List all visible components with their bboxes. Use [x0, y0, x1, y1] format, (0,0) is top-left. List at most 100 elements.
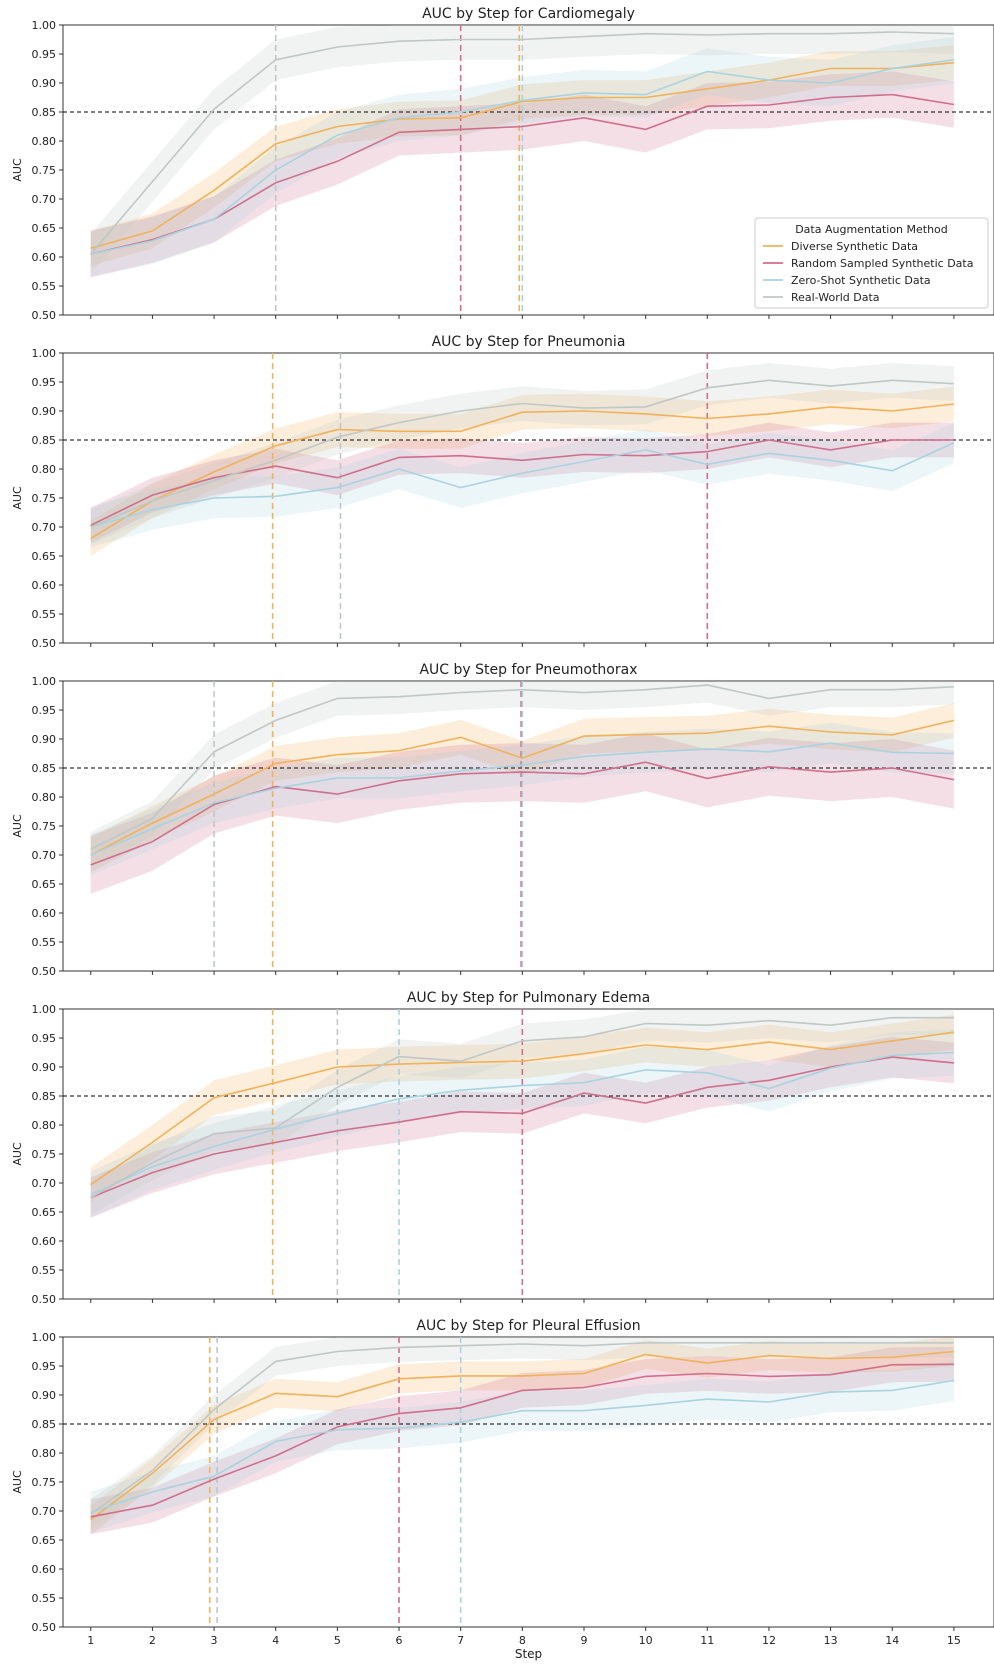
x-tick-label: 5: [334, 1634, 341, 1647]
series-line-real: [90, 684, 954, 850]
chart-panel: AUC by Step for Pneumonia 0.50 0.55 0.60 0.6…: [11, 334, 994, 650]
y-tick-label: 0.80: [32, 1447, 57, 1460]
x-tick-label: 15: [947, 1634, 961, 1647]
confidence-band-zeroshot: [90, 1360, 954, 1533]
y-tick-label: 0.65: [32, 222, 57, 235]
y-tick-label: 0.95: [32, 1360, 57, 1373]
series-line-random: [90, 1056, 954, 1199]
series-line-diverse: [90, 1350, 954, 1521]
y-tick-label: 0.60: [32, 579, 57, 592]
series-line-diverse: [90, 403, 954, 540]
y-tick-label: 0.55: [32, 936, 57, 949]
legend-entry: Diverse Synthetic Data: [791, 240, 918, 253]
chart-title: AUC by Step for Pulmonary Edema: [407, 990, 650, 1006]
y-tick-label: 0.85: [32, 762, 57, 775]
confidence-band-zeroshot: [90, 36, 954, 278]
confidence-band-zeroshot: [90, 1029, 954, 1218]
y-tick-label: 0.90: [32, 733, 57, 746]
y-tick-label: 0.55: [32, 1592, 57, 1605]
chart-title: AUC by Step for Pleural Effusion: [416, 1318, 640, 1334]
series-line-zeroshot: [90, 442, 955, 528]
y-tick-label: 0.65: [32, 1206, 57, 1219]
y-tick-label: 0.55: [32, 608, 57, 621]
y-tick-label: 0.75: [32, 164, 57, 177]
y-tick-label: 1.00: [32, 347, 57, 360]
y-axis-label: AUC: [11, 158, 24, 182]
y-tick-label: 0.80: [32, 791, 57, 804]
chart-panel: AUC by Step for Pleural Effusion 0.50 0.55…: [11, 1318, 994, 1661]
x-tick-label: 2: [149, 1634, 156, 1647]
x-tick-label: 10: [639, 1634, 653, 1647]
confidence-band-random: [90, 1346, 954, 1535]
series-line-diverse: [90, 719, 955, 856]
x-tick-label: 6: [396, 1634, 403, 1647]
legend: Data Augmentation Method Diverse Syntheti…: [754, 217, 989, 309]
x-tick-label: 12: [762, 1634, 776, 1647]
y-tick-label: 0.75: [32, 1148, 57, 1161]
x-tick-label: 8: [519, 1634, 526, 1647]
y-tick-label: 0.75: [32, 820, 57, 833]
series-line-zeroshot: [90, 59, 955, 255]
y-tick-label: 0.85: [32, 1418, 57, 1431]
x-axis-label: Step: [515, 1647, 542, 1661]
series-line-diverse: [90, 61, 954, 250]
confidence-band-real: [90, 25, 954, 275]
legend-entry: Random Sampled Synthetic Data: [791, 257, 973, 270]
confidence-band-diverse: [90, 1014, 954, 1203]
y-tick-label: 0.60: [32, 251, 57, 264]
y-tick-label: 0.70: [32, 1177, 57, 1190]
y-axis-label: AUC: [11, 1470, 24, 1494]
confidence-band-real: [90, 1337, 954, 1529]
y-tick-label: 0.85: [32, 106, 57, 119]
series-line-zeroshot: [90, 1379, 955, 1513]
confidence-band-diverse: [90, 703, 954, 873]
series-line-random: [90, 93, 955, 255]
y-tick-label: 0.95: [32, 376, 57, 389]
y-tick-label: 0.75: [32, 492, 57, 505]
y-tick-label: 1.00: [32, 675, 57, 688]
y-tick-label: 0.90: [32, 405, 57, 418]
legend-title: Data Augmentation Method: [795, 223, 948, 236]
y-tick-label: 0.55: [32, 1264, 57, 1277]
legend-box: [754, 217, 989, 309]
series-line-real: [90, 379, 954, 528]
y-tick-label: 0.60: [32, 1563, 57, 1576]
y-tick-label: 0.85: [32, 434, 57, 447]
y-tick-label: 0.65: [32, 550, 57, 563]
chart-title: AUC by Step for Pneumonia: [432, 334, 626, 350]
chart-panel: AUC by Step for Pulmonary Edema 0.50 0.55 0…: [11, 990, 994, 1306]
y-tick-label: 0.90: [32, 1061, 57, 1074]
y-tick-label: 0.85: [32, 1090, 57, 1103]
y-tick-label: 0.90: [32, 77, 57, 90]
chart-panel: AUC by Step for Cardiomegaly 0.50 0.55 0.60…: [11, 6, 994, 322]
y-tick-label: 0.70: [32, 193, 57, 206]
confidence-band-real: [90, 362, 954, 545]
confidence-band-zeroshot: [90, 422, 954, 548]
x-tick-label: 14: [885, 1634, 899, 1647]
y-tick-label: 0.50: [32, 637, 57, 650]
y-tick-label: 0.70: [32, 1505, 57, 1518]
confidence-band-diverse: [90, 45, 954, 266]
x-tick-label: 1: [87, 1634, 94, 1647]
x-tick-label: 3: [211, 1634, 218, 1647]
confidence-band-random: [90, 1036, 954, 1218]
series-line-real: [90, 1016, 954, 1199]
confidence-band-random: [90, 422, 954, 543]
y-tick-label: 0.80: [32, 463, 57, 476]
x-tick-label: 7: [457, 1634, 464, 1647]
chart-title: AUC by Step for Pneumothorax: [419, 662, 637, 678]
x-tick-label: 13: [824, 1634, 838, 1647]
confidence-band-diverse: [90, 386, 954, 556]
y-axis-label: AUC: [11, 814, 24, 838]
confidence-band-zeroshot: [90, 722, 954, 876]
y-tick-label: 0.95: [32, 48, 57, 61]
y-tick-label: 0.65: [32, 1534, 57, 1547]
y-tick-label: 0.50: [32, 965, 57, 978]
series-line-zeroshot: [90, 1051, 954, 1196]
x-tick-label: 4: [272, 1634, 279, 1647]
confidence-band-diverse: [90, 1337, 954, 1535]
series-line-zeroshot: [90, 742, 954, 856]
series-line-real: [90, 1342, 954, 1515]
series-line-random: [90, 1363, 954, 1518]
